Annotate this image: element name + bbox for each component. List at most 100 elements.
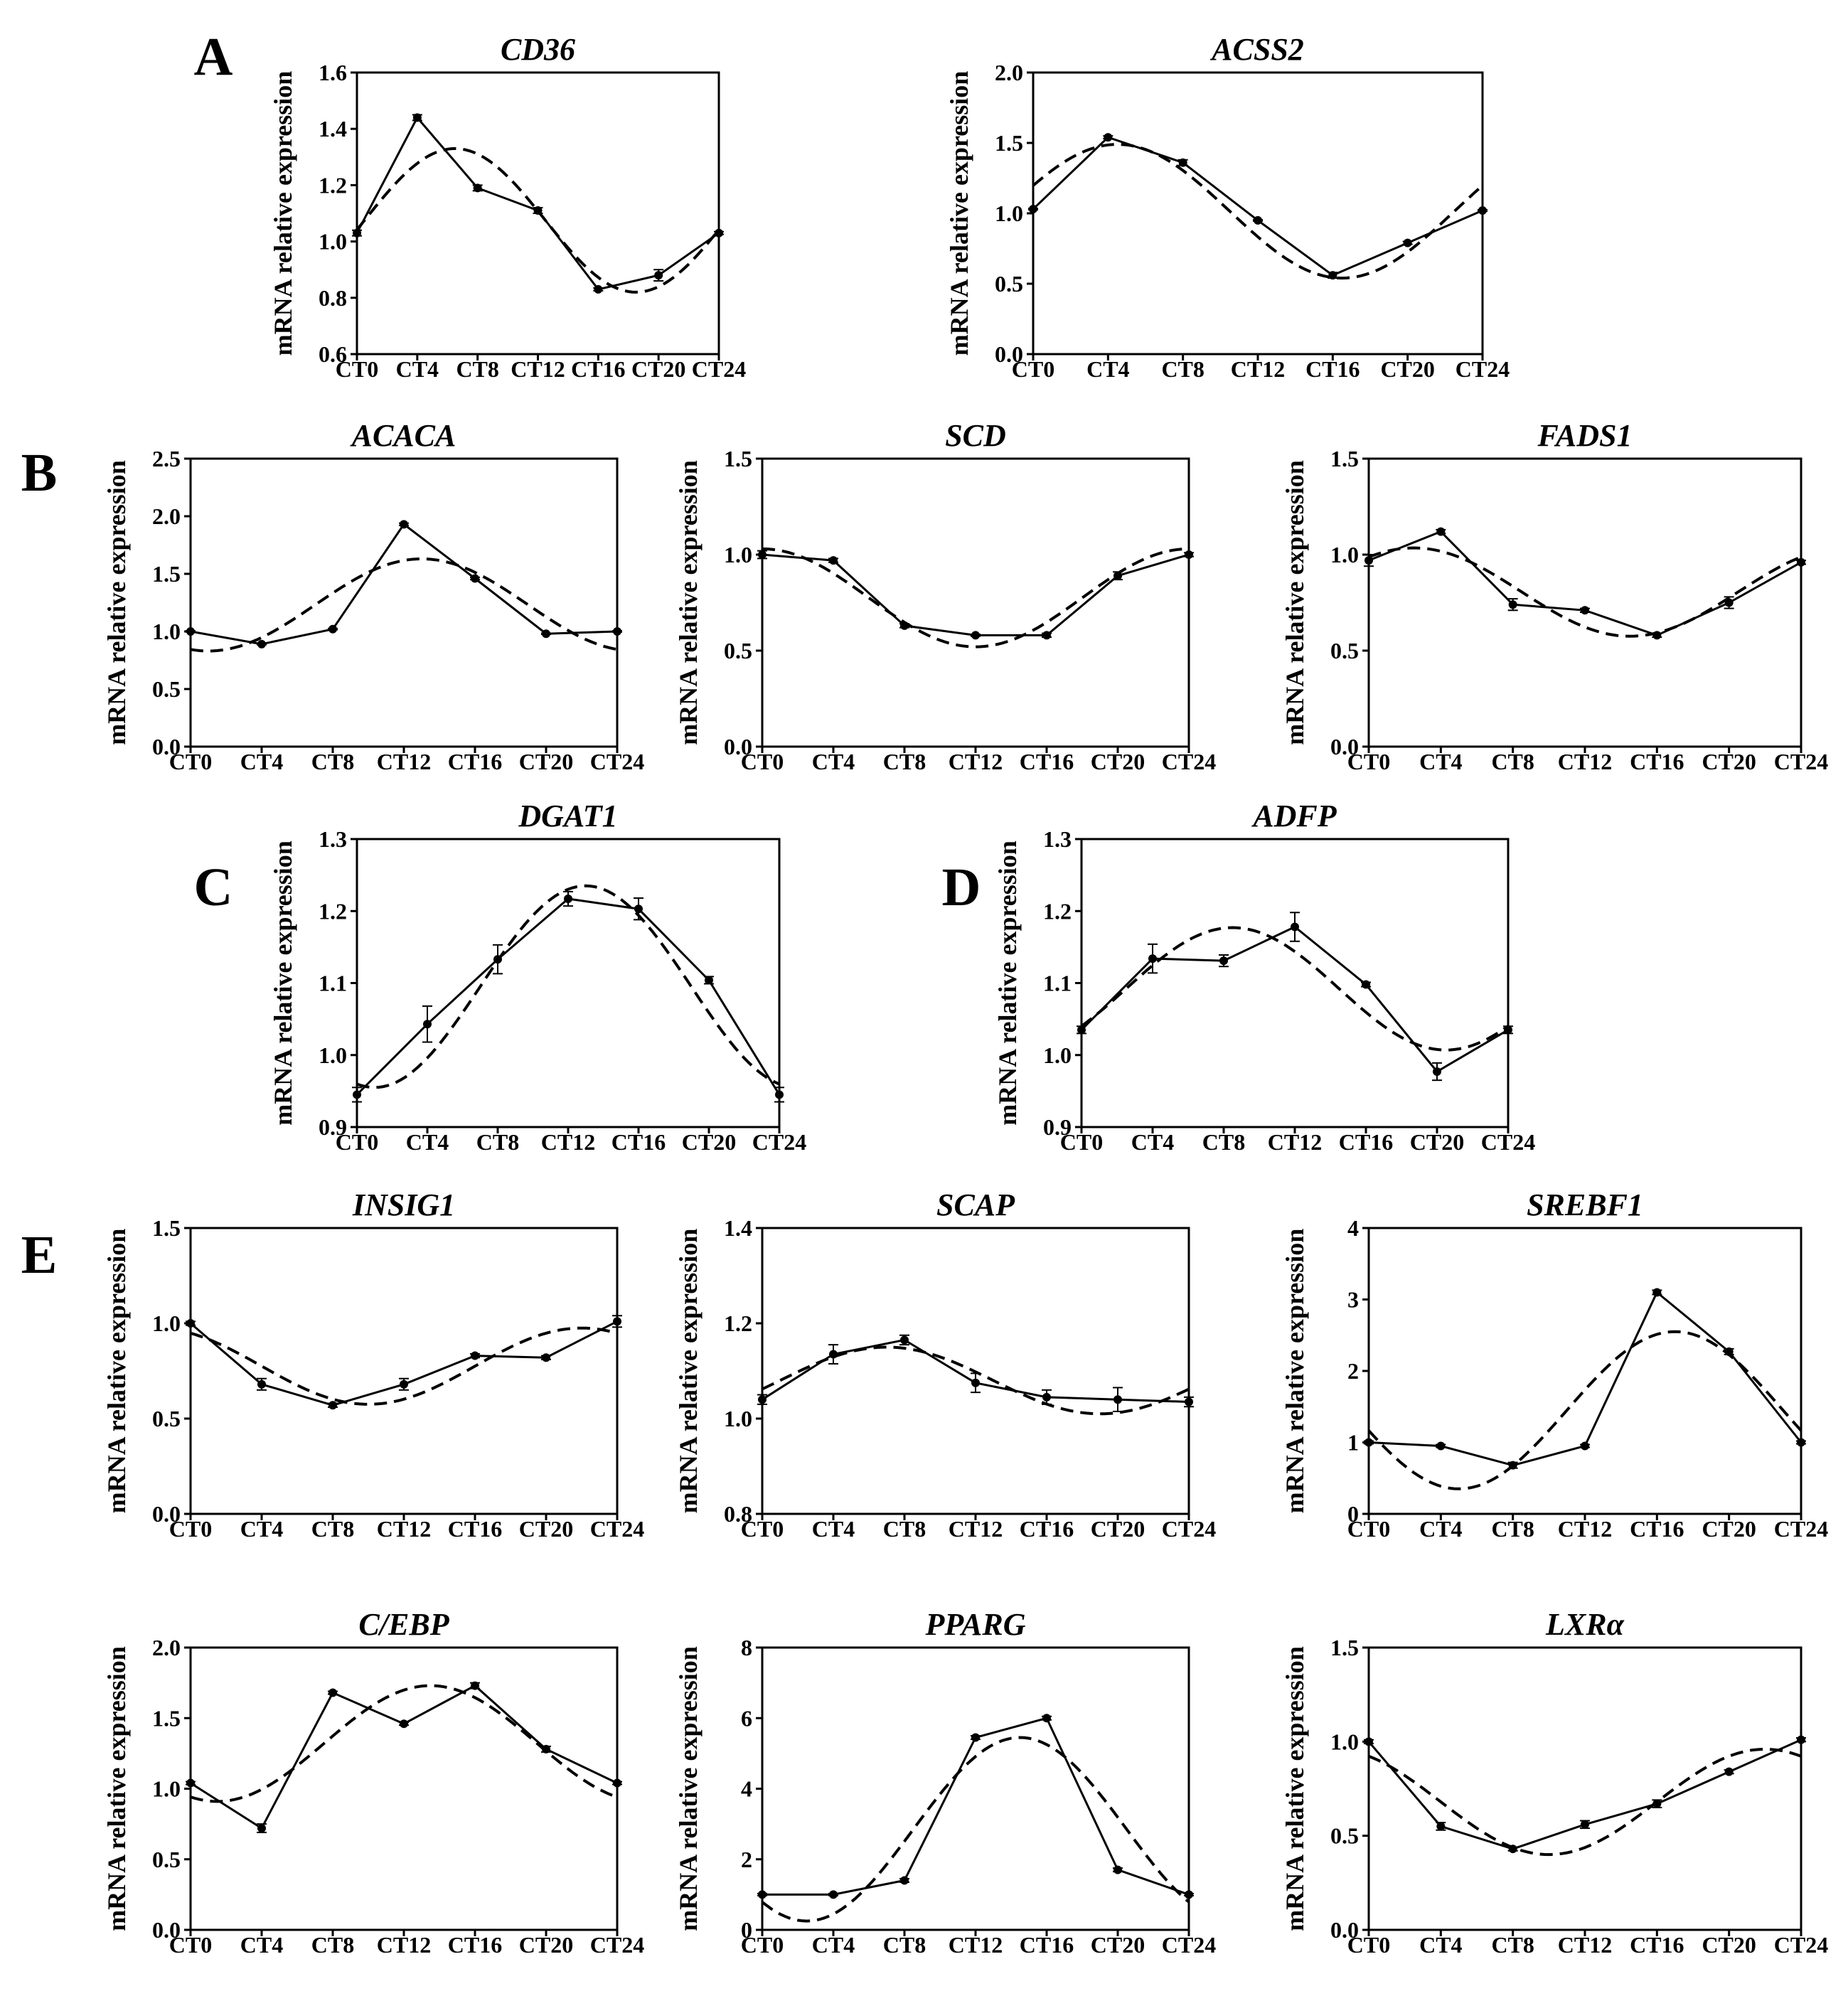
acaca-title: ACACA (350, 418, 456, 453)
c-ebp-data-point (471, 1681, 479, 1690)
scap-xtick-label: CT8 (883, 1516, 926, 1542)
acss2-fit-curve (1032, 142, 1484, 280)
adfp-xtick-label: CT0 (1060, 1129, 1103, 1155)
dgat1-fit-curve (356, 884, 780, 1089)
pparg-data-point (758, 1890, 767, 1899)
adfp-xtick-label: CT4 (1131, 1129, 1174, 1155)
dgat1-ylabel: mRNA relative expression (269, 840, 297, 1126)
dgat1-xtick-label: CT24 (752, 1129, 806, 1155)
dgat1-xtick-label: CT16 (611, 1129, 666, 1155)
panel-label-a: A (194, 27, 233, 87)
c-ebp-data-point (329, 1688, 337, 1697)
adfp-data-point (1433, 1067, 1441, 1077)
acaca-xtick-label: CT20 (519, 749, 573, 774)
acss2-xtick-label: CT24 (1456, 356, 1510, 382)
pparg-ytick-label: 2 (741, 1847, 752, 1872)
scap-ylabel: mRNA relative expression (674, 1229, 703, 1514)
fads1-ytick-label: 0.5 (1330, 638, 1359, 663)
insig1-data-point (400, 1379, 408, 1389)
lxrα-xtick-label: CT16 (1630, 1932, 1684, 1958)
acss2-xtick-label: CT8 (1161, 356, 1204, 382)
srebf1-data-point (1724, 1347, 1734, 1356)
srebf1-xtick-label: CT24 (1774, 1516, 1828, 1542)
scd-ytick-label: 1.0 (724, 542, 752, 567)
srebf1-ytick-label: 0 (1347, 1501, 1359, 1527)
pparg-data-point (971, 1733, 980, 1742)
dgat1-xtick-label: CT4 (406, 1129, 449, 1155)
cd36-ylabel: mRNA relative expression (269, 71, 297, 356)
lxrα-xtick-label: CT12 (1558, 1932, 1612, 1958)
c-ebp-ylabel: mRNA relative expression (102, 1646, 131, 1931)
dgat1-xtick-label: CT8 (476, 1129, 519, 1155)
acaca-fit-curve (190, 557, 618, 653)
pparg-fit-curve (761, 1736, 1190, 1923)
lxrα-observed-line (1367, 1739, 1802, 1850)
insig1-data-point (613, 1317, 621, 1326)
srebf1-data-point (1797, 1438, 1805, 1447)
insig1-ytick-label: 1.0 (152, 1311, 181, 1336)
cd36-ytick-label: 1.6 (319, 60, 347, 85)
insig1-data-point (542, 1353, 550, 1362)
insig1-ytick-label: 1.5 (152, 1215, 181, 1241)
scap-xtick-label: CT4 (812, 1516, 855, 1542)
dgat1-ytick-label: 1.3 (319, 826, 347, 852)
acss2-ytick-label: 1.5 (995, 130, 1023, 156)
c-ebp-ytick-label: 0.5 (152, 1847, 181, 1872)
c-ebp-data-point (542, 1744, 550, 1754)
dgat1-data-point (493, 955, 502, 964)
cd36-xtick-label: CT0 (336, 356, 378, 382)
acss2-data-point (1478, 206, 1487, 215)
acaca-xtick-label: CT16 (448, 749, 502, 774)
scap-fit-curve (762, 1345, 1190, 1416)
acaca-xtick-label: CT0 (169, 749, 212, 774)
lxrα-fit-curve (1368, 1747, 1802, 1857)
panel-label-b: B (21, 443, 58, 503)
lxrα-data-point (1724, 1767, 1734, 1776)
adfp-data-point (1291, 922, 1299, 932)
pparg-data-point (1185, 1890, 1193, 1899)
scd-observed-line (762, 553, 1190, 636)
scd-data-point (971, 631, 980, 640)
cd36-data-point (715, 228, 723, 237)
lxrα-xtick-label: CT24 (1774, 1932, 1828, 1958)
pparg-data-point (1042, 1714, 1051, 1723)
acaca-data-point (400, 520, 408, 529)
scap-data-point (971, 1378, 980, 1387)
acss2-xtick-label: CT0 (1012, 356, 1054, 382)
cd36-xtick-label: CT24 (692, 356, 746, 382)
adfp-ytick-label: 0.9 (1043, 1114, 1072, 1140)
adfp-xtick-label: CT8 (1202, 1129, 1245, 1155)
acaca-xtick-label: CT4 (240, 749, 283, 774)
fads1-ytick-label: 1.0 (1330, 542, 1359, 567)
dgat1-data-point (423, 1020, 432, 1029)
acaca-xtick-label: CT24 (590, 749, 644, 774)
pparg-data-point (829, 1890, 838, 1899)
adfp-fit-curve (1080, 926, 1510, 1052)
pparg-data-point (1113, 1865, 1122, 1874)
scap-data-point (900, 1335, 909, 1345)
adfp-data-point (1219, 956, 1228, 966)
acss2-data-point (1029, 205, 1037, 214)
dgat1-ytick-label: 0.9 (319, 1114, 347, 1140)
lxrα-ytick-label: 0.5 (1330, 1823, 1359, 1849)
insig1-plot-frame (189, 1227, 619, 1515)
acaca-observed-line (190, 523, 618, 646)
scap-ytick-label: 1.4 (724, 1215, 752, 1241)
adfp-data-point (1362, 980, 1370, 989)
acss2-observed-line (1032, 136, 1483, 277)
pparg-ytick-label: 0 (741, 1917, 752, 1943)
insig1-xtick-label: CT4 (240, 1516, 283, 1542)
acss2-ylabel: mRNA relative expression (945, 71, 973, 356)
scd-title: SCD (945, 418, 1006, 453)
c-ebp-ytick-label: 1.5 (152, 1705, 181, 1731)
insig1-xtick-label: CT0 (169, 1516, 212, 1542)
pparg-plot-frame (761, 1646, 1190, 1931)
lxrα-xtick-label: CT20 (1702, 1932, 1756, 1958)
fads1-data-point (1508, 600, 1517, 609)
panel-label-c: C (194, 858, 233, 917)
acss2-xtick-label: CT12 (1231, 356, 1285, 382)
scap-data-point (1042, 1392, 1051, 1402)
scap-xtick-label: CT20 (1091, 1516, 1145, 1542)
acss2-ytick-label: 1.0 (995, 201, 1023, 226)
fads1-xtick-label: CT20 (1702, 749, 1756, 774)
